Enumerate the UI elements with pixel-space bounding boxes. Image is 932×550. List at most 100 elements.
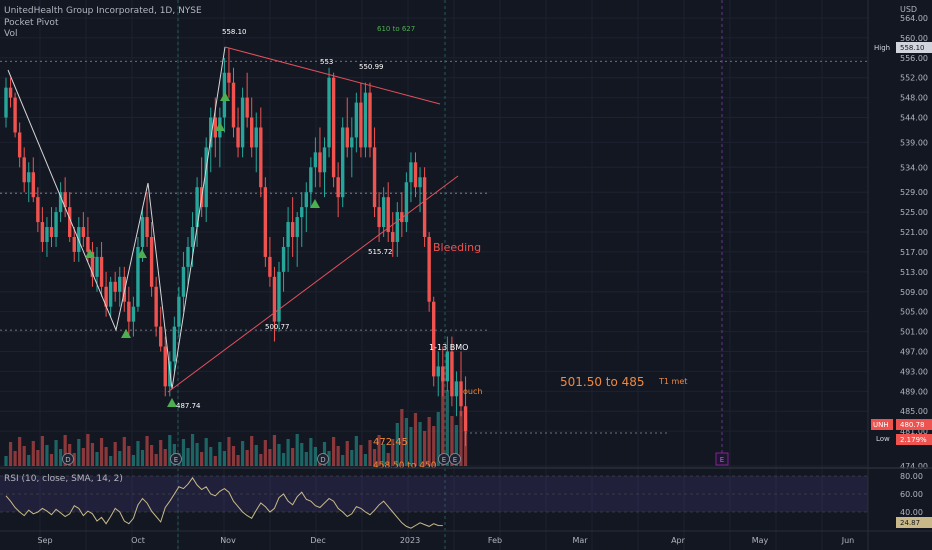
indicator-label: Pocket Pivot — [4, 18, 59, 28]
volume-bar — [63, 435, 67, 466]
candle-body — [113, 281, 117, 292]
volume-bar — [31, 441, 35, 466]
candle-body — [40, 222, 45, 242]
volume-bar — [113, 442, 117, 466]
volume-bar — [268, 449, 272, 466]
candle-body — [372, 147, 377, 208]
annotation-ouch: ouch — [463, 387, 482, 396]
pocket-pivot-icon — [215, 122, 225, 131]
candle-body — [422, 177, 427, 237]
volume-bar — [450, 416, 454, 466]
symbol-tag-bg — [871, 419, 893, 430]
candle-body — [445, 351, 450, 382]
candle-body — [286, 222, 290, 247]
rsi-line — [5, 476, 443, 529]
volume-bar — [395, 423, 399, 466]
volume-bar — [263, 440, 267, 466]
volume-bar — [72, 453, 76, 466]
candle-body — [86, 237, 90, 252]
candle-body — [177, 296, 181, 327]
symbol-tag-label: UNH — [873, 421, 889, 429]
candle-body — [418, 177, 422, 188]
volume-bar — [122, 437, 126, 466]
candle-body — [391, 232, 395, 242]
candle-body — [95, 256, 99, 277]
low-value: 2.179% — [900, 436, 927, 444]
price-tick: 539.00 — [900, 138, 928, 147]
candle-body — [131, 306, 136, 322]
grid-lines — [0, 0, 868, 550]
candle-body — [99, 256, 104, 287]
time-axis-label: Feb — [488, 536, 502, 545]
annotation-550: 550.99 — [359, 63, 384, 71]
candle-body — [181, 266, 186, 297]
rsi-tick: 80.00 — [900, 472, 923, 481]
volume-bars — [4, 381, 468, 466]
candle-body — [149, 237, 154, 287]
volume-bar — [163, 449, 167, 466]
volume-bar — [204, 438, 208, 466]
volume-bar — [259, 454, 263, 466]
volume-bar — [190, 434, 195, 466]
rsi-value: 24.87 — [900, 519, 920, 527]
candle-body — [359, 102, 363, 148]
volume-bar — [168, 435, 172, 466]
volume-bar — [327, 451, 331, 466]
candle-body — [254, 127, 258, 148]
time-axis-label: Mar — [572, 536, 588, 545]
candle-body — [395, 212, 399, 242]
low-value-bg — [896, 434, 932, 445]
price-tick: 548.00 — [900, 94, 928, 103]
candle-body — [250, 117, 254, 148]
candle-body — [427, 237, 431, 302]
price-tick: 505.00 — [900, 308, 928, 317]
high-tag-bg — [871, 42, 893, 53]
annotation-553: 553 — [320, 58, 333, 66]
volume-bar — [286, 439, 290, 466]
candle-body — [400, 212, 404, 223]
candle-body — [4, 87, 8, 118]
volume-bar — [231, 446, 236, 466]
candle-body — [186, 246, 190, 267]
candle-body — [300, 207, 304, 218]
candle-body — [450, 351, 454, 397]
event-marker-icon — [317, 453, 329, 465]
candle-body — [154, 286, 158, 327]
price-tick: 485.00 — [900, 407, 928, 416]
candle-body — [277, 271, 281, 322]
candle-body — [441, 366, 445, 382]
volume-bar — [445, 390, 449, 466]
volume-bar — [304, 452, 308, 466]
volume-bar — [341, 455, 345, 466]
zigzag-line — [7, 46, 226, 390]
pocket-pivot-icon — [121, 329, 131, 338]
event-marker-label: E — [174, 456, 178, 464]
pocket-pivot-icon — [220, 92, 230, 101]
trendline-upper — [224, 46, 441, 105]
price-tick: 497.00 — [900, 348, 928, 357]
volume-bar — [400, 409, 404, 466]
candle-body — [163, 346, 167, 387]
candle-body — [81, 227, 86, 237]
volume-bar — [241, 441, 245, 466]
candle-body — [54, 212, 58, 237]
candle-body — [190, 227, 195, 247]
time-axis-label: Apr — [671, 536, 686, 545]
candle-body — [204, 147, 208, 208]
candle-body — [49, 227, 54, 237]
candle-body — [45, 227, 49, 242]
annotation-458-450: 458.50 to 450 — [373, 461, 437, 471]
candle-body — [290, 222, 295, 237]
high-value-bg — [896, 42, 932, 53]
rsi-label: RSI (10, close, SMA, 14, 2) — [4, 474, 123, 484]
price-tick: 560.00 — [900, 34, 928, 43]
volume-bar — [254, 445, 258, 466]
candle-body — [90, 251, 95, 277]
low-tag-bg — [871, 433, 893, 444]
price-tick: 525.00 — [900, 208, 928, 217]
candle-body — [309, 167, 313, 193]
annotation-bleeding: Bleeding — [433, 241, 481, 254]
volume-bar — [49, 454, 54, 466]
